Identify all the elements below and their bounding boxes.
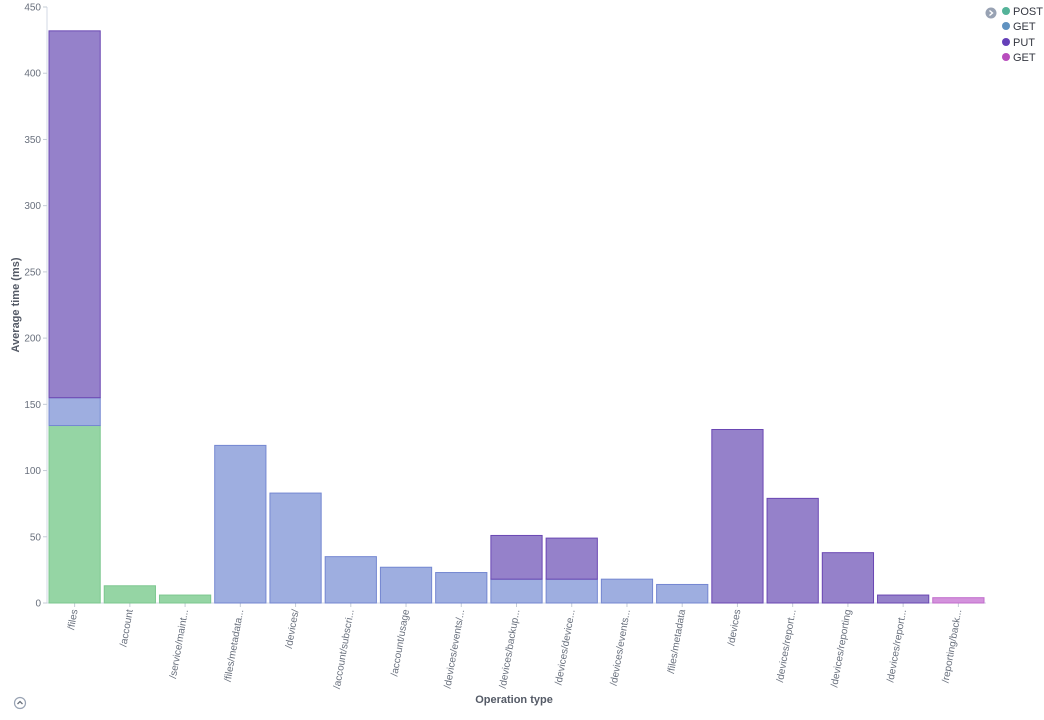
legend-item-put[interactable]: PUT xyxy=(1002,37,1035,49)
x-axis-title: Operation type xyxy=(475,694,553,706)
bar-segment-get[interactable] xyxy=(48,397,101,427)
bars xyxy=(48,30,985,604)
y-tick-label: 400 xyxy=(24,69,41,80)
x-axis: /files/account/service/maint... /files/me… xyxy=(47,602,986,690)
x-tick-label: /devices/ xyxy=(284,608,302,649)
legend-item-get[interactable]: GET xyxy=(1002,21,1036,33)
bar-segment-get[interactable] xyxy=(214,444,267,604)
bar-segment-get[interactable] xyxy=(269,492,322,604)
legend-item-post[interactable]: POST xyxy=(1002,6,1043,18)
x-tick-label: /account/subscri... xyxy=(332,609,357,690)
y-axis-title: Average time (ms) xyxy=(10,257,22,352)
svg-text:GET: GET xyxy=(1013,21,1036,33)
svg-text:GET: GET xyxy=(1013,52,1036,64)
x-tick-label: /devices/report... xyxy=(775,609,799,684)
svg-text:POST: POST xyxy=(1013,6,1043,18)
bar-segment-put[interactable] xyxy=(545,537,598,580)
y-axis: 0 50 100 150 200 250 300 350 400 450 xyxy=(24,3,48,610)
legend-item-get-2[interactable]: GET xyxy=(1002,52,1036,64)
x-tick-label: /devices/report... xyxy=(885,609,909,684)
y-tick-label: 150 xyxy=(24,400,41,411)
legend-toggle-icon[interactable] xyxy=(985,7,997,19)
bar-segment-get[interactable] xyxy=(656,583,709,604)
x-tick-label: /files xyxy=(66,609,80,631)
x-tick-label: /devices/backup... xyxy=(498,609,523,690)
x-tick-label: /service/maint... xyxy=(168,609,191,680)
bar-segment-put[interactable] xyxy=(766,497,819,604)
x-tick-label: /devices xyxy=(726,609,743,647)
bar-segment-post[interactable] xyxy=(48,425,101,604)
bar-segment-get[interactable] xyxy=(600,578,654,604)
bar-segment-get[interactable] xyxy=(545,578,598,604)
x-tick-label: /devices/reporting xyxy=(829,609,854,689)
bar-segment-post[interactable] xyxy=(158,594,212,604)
bar-segment-put[interactable] xyxy=(711,428,764,604)
legend-dot-icon xyxy=(1002,22,1010,30)
y-tick-label: 300 xyxy=(24,201,41,212)
x-tick-label: /account xyxy=(118,608,135,647)
legend: POST GET PUT GET xyxy=(985,6,1043,64)
bar-segment-get[interactable] xyxy=(379,566,433,604)
legend-dot-icon xyxy=(1002,38,1010,46)
bar-segment-get[interactable] xyxy=(435,572,488,604)
bar-segment-put[interactable] xyxy=(48,30,101,399)
bar-segment-get[interactable] xyxy=(932,597,985,604)
y-tick-label: 200 xyxy=(24,334,41,345)
y-tick-label: 0 xyxy=(35,599,41,610)
bar-segment-put[interactable] xyxy=(490,534,543,580)
bar-segment-get[interactable] xyxy=(324,556,377,604)
y-tick-label: 250 xyxy=(24,267,41,278)
y-tick-label: 50 xyxy=(30,532,42,543)
x-tick-label: /devices/events... xyxy=(609,609,633,687)
bar-segment-put[interactable] xyxy=(877,594,930,604)
collapse-toggle-icon[interactable] xyxy=(13,696,27,710)
bar-segment-get[interactable] xyxy=(490,578,543,604)
y-tick-label: 100 xyxy=(24,466,41,477)
x-tick-label: /files/metadata... xyxy=(223,609,247,683)
legend-dot-icon xyxy=(1002,53,1010,61)
x-tick-label: /devices/events/... xyxy=(442,609,467,690)
svg-text:PUT: PUT xyxy=(1013,37,1035,49)
bar-segment-put[interactable] xyxy=(821,552,875,604)
y-tick-label: 450 xyxy=(24,3,41,14)
x-tick-label: /account/usage xyxy=(389,608,412,677)
bar-segment-post[interactable] xyxy=(103,585,156,604)
y-tick-label: 350 xyxy=(24,135,41,146)
legend-dot-icon xyxy=(1002,7,1010,15)
x-tick-label: /devices/device... xyxy=(554,609,578,686)
x-tick-label: /files/metadata xyxy=(666,608,688,674)
x-tick-label: /reporting/back... xyxy=(941,609,965,684)
